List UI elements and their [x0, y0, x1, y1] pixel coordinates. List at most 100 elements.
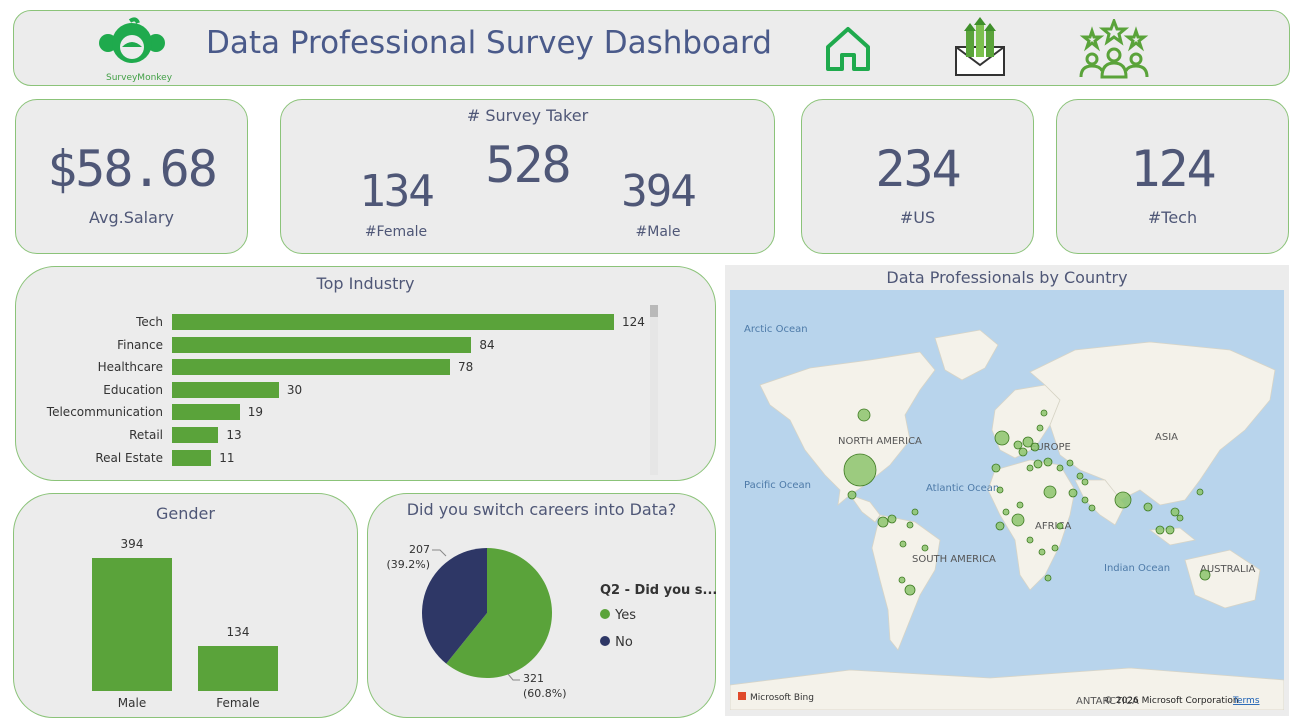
gender-category-label: Male [117, 696, 147, 710]
country-bubble[interactable] [1040, 409, 1048, 417]
gender-title: Gender [156, 504, 215, 523]
top-industry-title: Top Industry [316, 274, 415, 293]
country-bubble[interactable] [1018, 447, 1028, 457]
country-bubble[interactable] [898, 576, 906, 584]
industry-bar[interactable] [172, 449, 212, 466]
country-bubble[interactable] [1043, 485, 1057, 499]
country-bubble[interactable] [1155, 525, 1165, 535]
country-bubble[interactable] [904, 584, 916, 596]
country-bubble[interactable] [843, 453, 877, 487]
gender-value-label: 394 [120, 537, 144, 551]
country-bubble[interactable] [911, 508, 919, 516]
map-terms-link[interactable]: Terms [1232, 696, 1260, 706]
country-bubble[interactable] [1011, 513, 1025, 527]
country-bubble[interactable] [1026, 464, 1034, 472]
country-bubble[interactable] [994, 430, 1010, 446]
survey-taker-card: # Survey Taker 528 134 #Female 394 #Male [280, 99, 775, 254]
gender-bar[interactable] [92, 558, 172, 691]
industry-bar[interactable] [172, 404, 240, 421]
male-count: 394 [621, 166, 696, 217]
map-title: Data Professionals by Country [886, 268, 1128, 287]
map-label-north-america: NORTH AMERICA [838, 436, 922, 447]
country-bubble[interactable] [1044, 574, 1052, 582]
legend-yes-label: Yes [615, 608, 637, 623]
avg-salary-card: $58.68 Avg.Salary [15, 99, 248, 254]
country-bubble[interactable] [1114, 491, 1132, 509]
pie-legend-yes[interactable]: Yes [600, 604, 636, 623]
pie-value-label: 207 [409, 543, 430, 556]
industry-value-label: 19 [247, 405, 263, 420]
country-bubble[interactable] [899, 540, 907, 548]
pie-legend-no[interactable]: No [600, 631, 633, 650]
country-bubble[interactable] [1170, 507, 1180, 517]
country-bubble[interactable] [877, 516, 889, 528]
map-label-asia: ASIA [1155, 432, 1178, 443]
industry-value-label: 84 [479, 337, 495, 352]
map-panel: Data Professionals by Country [725, 265, 1289, 716]
country-bubble[interactable] [1033, 459, 1043, 469]
country-bubble[interactable] [996, 486, 1004, 494]
industry-value-label: 13 [226, 428, 242, 442]
country-bubble[interactable] [847, 490, 857, 500]
country-bubble[interactable] [906, 521, 914, 529]
pie-slice-no[interactable] [422, 548, 487, 664]
country-bubble[interactable] [1068, 488, 1078, 498]
map-label-australia: AUSTRALIA [1200, 564, 1256, 575]
industry-bar[interactable] [172, 336, 472, 353]
industry-bar[interactable] [172, 427, 219, 443]
map-copyright: © 2026 Microsoft Corporation [1104, 696, 1239, 706]
pie-value-label: 321 [523, 672, 544, 685]
country-bubble[interactable] [995, 521, 1005, 531]
country-bubble[interactable] [887, 514, 897, 524]
gender-bar[interactable] [198, 645, 278, 691]
industry-label: Education [103, 382, 163, 397]
map-label-africa: AFRICA [1035, 521, 1071, 532]
country-bubble[interactable] [1016, 501, 1024, 509]
country-bubble[interactable] [1030, 442, 1040, 452]
country-bubble[interactable] [991, 463, 1001, 473]
country-bubble[interactable] [1051, 544, 1059, 552]
country-bubble[interactable] [1002, 508, 1010, 516]
salary-envelope-icon[interactable] [952, 17, 1008, 79]
us-value: 234 [875, 140, 961, 198]
world-map[interactable]: Arctic Ocean NORTH AMERICA EUROPE ASIA P… [730, 290, 1284, 710]
country-bubble[interactable] [1056, 522, 1064, 530]
country-bubble[interactable] [1022, 436, 1034, 448]
country-bubble[interactable] [1026, 536, 1034, 544]
female-count: 134 [359, 166, 434, 217]
home-icon[interactable] [822, 23, 874, 75]
country-bubble[interactable] [1036, 424, 1044, 432]
country-bubble[interactable] [921, 544, 929, 552]
rating-people-icon[interactable] [1078, 19, 1150, 79]
country-bubble[interactable] [857, 408, 871, 422]
country-bubbles[interactable] [843, 408, 1211, 596]
country-bubble[interactable] [1066, 459, 1074, 467]
gender-value-label: 134 [226, 624, 250, 639]
industry-bar[interactable] [172, 359, 451, 376]
female-label: #Female [364, 224, 428, 240]
country-bubble[interactable] [1038, 548, 1046, 556]
pie-slice-yes[interactable] [446, 548, 552, 678]
industry-bar[interactable] [172, 381, 279, 398]
country-bubble[interactable] [1076, 472, 1084, 480]
country-bubble[interactable] [1143, 502, 1153, 512]
country-bubble[interactable] [1081, 478, 1089, 486]
country-bubble[interactable] [1165, 525, 1175, 535]
industry-label: Telecommunication [46, 405, 163, 420]
country-bubble[interactable] [1043, 457, 1053, 467]
legend-no-dot-icon [600, 636, 610, 646]
country-bubble[interactable] [1056, 464, 1064, 472]
industry-bar[interactable] [172, 314, 614, 330]
industry-scrollbar[interactable] [650, 305, 658, 475]
country-bubble[interactable] [1199, 569, 1211, 581]
avg-salary-value: $58.68 [47, 140, 218, 198]
country-bubble[interactable] [1176, 514, 1184, 522]
country-bubble[interactable] [1081, 496, 1089, 504]
country-bubble[interactable] [1088, 504, 1096, 512]
industry-value-label: 78 [458, 360, 474, 375]
country-bubble[interactable] [1013, 440, 1023, 450]
map-label-pacific: Pacific Ocean [744, 480, 811, 491]
country-bubble[interactable] [1196, 488, 1204, 496]
map-label-indian: Indian Ocean [1104, 563, 1170, 574]
pie-leader-line [432, 549, 447, 557]
